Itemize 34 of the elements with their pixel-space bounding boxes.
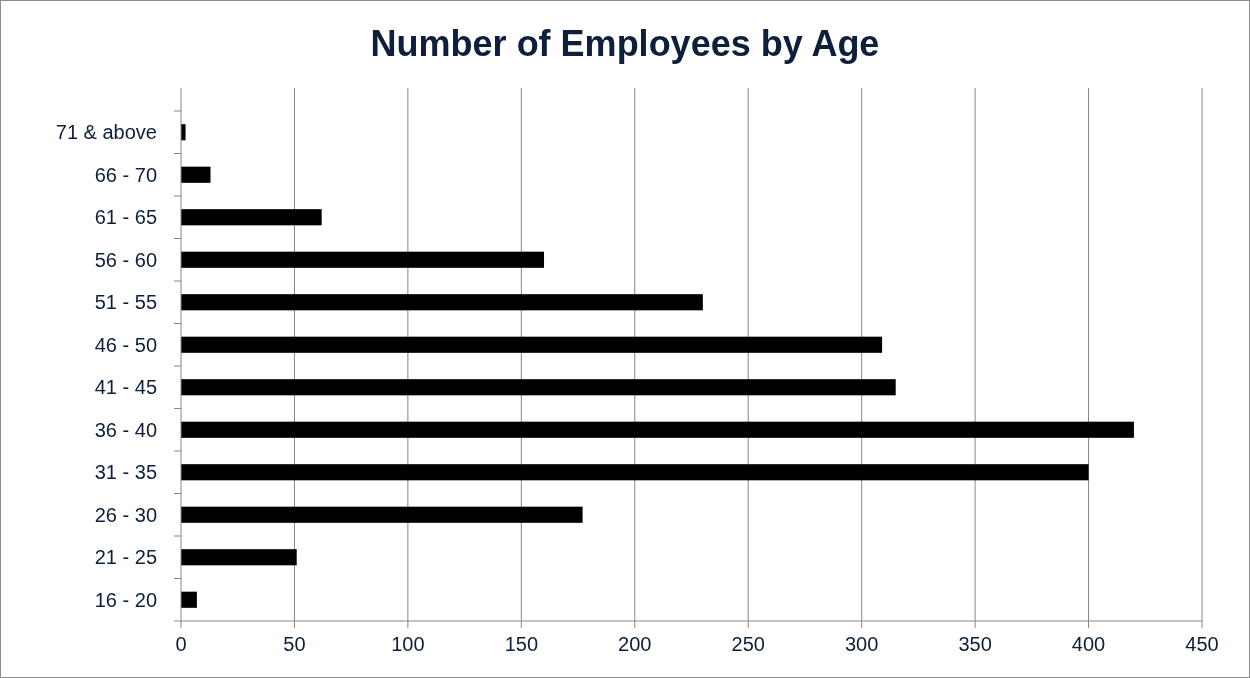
y-tick-label: 56 - 60 [94,248,157,271]
bar [181,336,883,353]
x-tick-label: 250 [731,633,765,655]
bar [181,549,297,566]
x-tick-label: 350 [958,633,992,655]
x-tick-label: 100 [391,633,425,655]
bar [181,591,197,608]
bar [181,421,1134,438]
y-tick-label: 36 - 40 [94,418,157,441]
y-tick-label: 16 - 20 [94,588,157,611]
bar [181,379,896,396]
y-tick-label: 71 & above [55,121,157,144]
x-tick-label: 150 [504,633,539,655]
bar [181,506,583,523]
bar [181,294,703,311]
y-tick-label: 51 - 55 [94,291,157,314]
bar [181,464,1089,481]
y-tick-label: 61 - 65 [94,206,157,229]
x-tick-label: 450 [1185,633,1219,655]
bar [181,209,322,226]
x-tick-label: 300 [844,633,879,655]
y-tick-label: 46 - 50 [94,333,157,356]
y-tick-label: 21 - 25 [94,546,157,569]
x-tick-label: 400 [1071,633,1106,655]
y-tick-label: 66 - 70 [94,163,157,186]
bar [181,166,211,183]
y-tick-label: 41 - 45 [94,376,157,399]
x-tick-label: 200 [618,633,652,655]
bar [181,251,545,268]
y-tick-label: 26 - 30 [94,503,157,526]
chart-title: Number of Employees by Age [370,23,880,64]
x-tick-label: 50 [283,633,306,655]
x-tick-label: 0 [175,633,187,655]
y-tick-label: 31 - 35 [94,461,157,484]
